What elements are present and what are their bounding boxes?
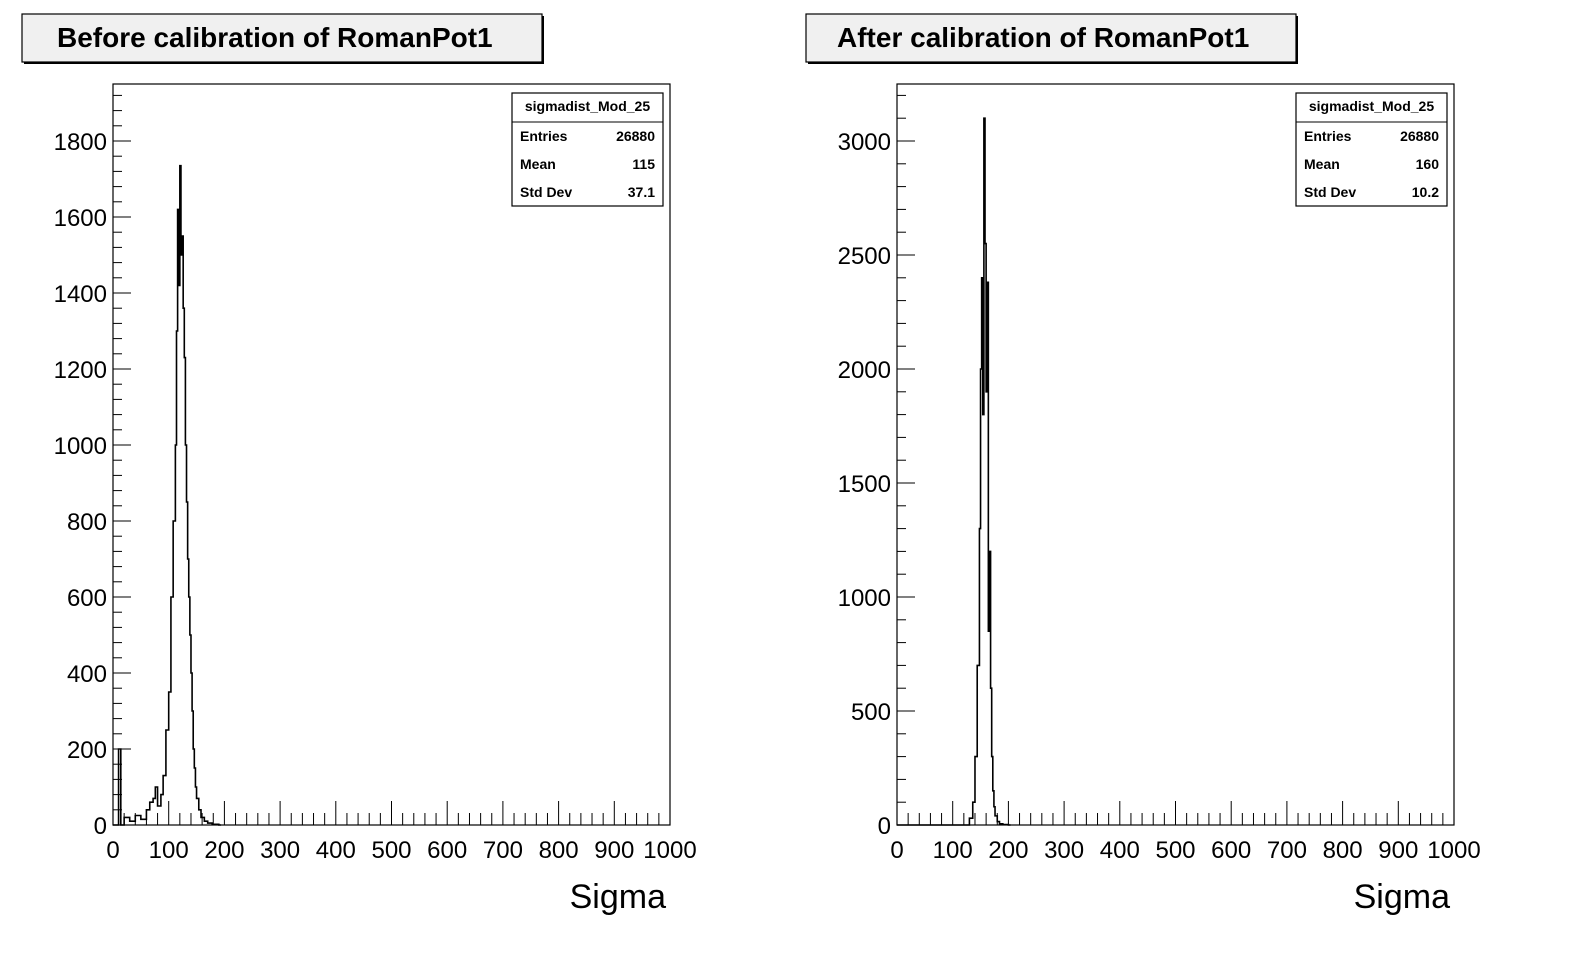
- y-tick-label: 200: [67, 737, 107, 764]
- x-axis-title: Sigma: [1354, 878, 1450, 916]
- stats-label-entries: Entries: [520, 128, 568, 144]
- stats-box: sigmadist_Mod_25 Entries 26880 Mean 115 Std D…: [511, 92, 664, 207]
- y-tick-label: 2000: [838, 357, 891, 384]
- y-tick-label: 1400: [54, 281, 107, 308]
- chart-panel-2: After calibration of RomanPot10500100015…: [805, 13, 1481, 916]
- y-tick-label: 1600: [54, 205, 107, 232]
- y-tick-label: 0: [94, 813, 107, 840]
- chart-panel-1: Before calibration of RomanPot1 0 200 400 60…: [21, 13, 697, 916]
- stats-box-name: sigmadist_Mod_25: [525, 98, 650, 114]
- stats-value-std-dev: 37.1: [628, 184, 655, 200]
- x-tick-label: 900: [594, 837, 634, 864]
- y-tick-label: 1200: [54, 357, 107, 384]
- x-tick-label: 200: [204, 837, 244, 864]
- x-tick-label: 300: [1044, 837, 1084, 864]
- y-tick-label: 400: [67, 661, 107, 688]
- stats-label-mean: Mean: [1304, 156, 1340, 172]
- stats-label-mean: Mean: [520, 156, 556, 172]
- x-tick-label: 800: [1323, 837, 1363, 864]
- stats-label-entries: Entries: [1304, 128, 1352, 144]
- x-tick-label: 300: [260, 837, 300, 864]
- stats-box: sigmadist_Mod_25 Entries 26880 Mean 160 Std D…: [1295, 92, 1448, 207]
- stats-value-entries: 26880: [616, 128, 655, 144]
- stats-box-name: sigmadist_Mod_25: [1309, 98, 1434, 114]
- stats-value-std-dev: 10.2: [1412, 184, 1439, 200]
- x-tick-label: 800: [539, 837, 579, 864]
- histogram-series-1: [113, 164, 222, 826]
- stats-box-frame: [1295, 92, 1448, 207]
- x-tick-label: 700: [1267, 837, 1307, 864]
- chart-title: Before calibration of RomanPot1: [57, 22, 493, 53]
- y-tick-label: 1800: [54, 129, 107, 156]
- y-tick-label: 1000: [54, 433, 107, 460]
- title-box: [805, 13, 1297, 63]
- y-tick-label: 0: [878, 813, 891, 840]
- title-box: [21, 13, 543, 63]
- stats-label-std-dev: Std Dev: [520, 184, 572, 200]
- x-tick-label: 200: [988, 837, 1028, 864]
- chart-title: After calibration of RomanPot1: [837, 22, 1249, 53]
- y-tick-label: 600: [67, 585, 107, 612]
- x-tick-label: 100: [933, 837, 973, 864]
- y-tick-label: 1500: [838, 471, 891, 498]
- x-tick-label: 700: [483, 837, 523, 864]
- stats-value-mean: 115: [632, 156, 655, 172]
- x-axis-title: Sigma: [570, 878, 666, 916]
- x-tick-label: 1000: [1427, 837, 1480, 864]
- x-tick-label: 1000: [643, 837, 696, 864]
- histogram-series-1: [897, 117, 1011, 826]
- stats-label-std-dev: Std Dev: [1304, 184, 1356, 200]
- y-tick-label: 800: [67, 509, 107, 536]
- x-tick-label: 900: [1378, 837, 1418, 864]
- stats-value-mean: 160: [1416, 156, 1440, 172]
- y-tick-label: 1000: [838, 585, 891, 612]
- stats-value-entries: 26880: [1400, 128, 1439, 144]
- stats-box-frame: [511, 92, 664, 207]
- x-tick-label: 400: [316, 837, 356, 864]
- y-tick-label: 2500: [838, 243, 891, 270]
- x-tick-label: 100: [149, 837, 189, 864]
- x-tick-label: 0: [106, 837, 119, 864]
- x-tick-label: 600: [427, 837, 467, 864]
- x-tick-label: 500: [1155, 837, 1195, 864]
- x-tick-label: 0: [890, 837, 903, 864]
- x-tick-label: 600: [1211, 837, 1251, 864]
- x-tick-label: 500: [371, 837, 411, 864]
- y-tick-label: 3000: [838, 129, 891, 156]
- x-tick-label: 400: [1100, 837, 1140, 864]
- y-tick-label: 500: [851, 699, 891, 726]
